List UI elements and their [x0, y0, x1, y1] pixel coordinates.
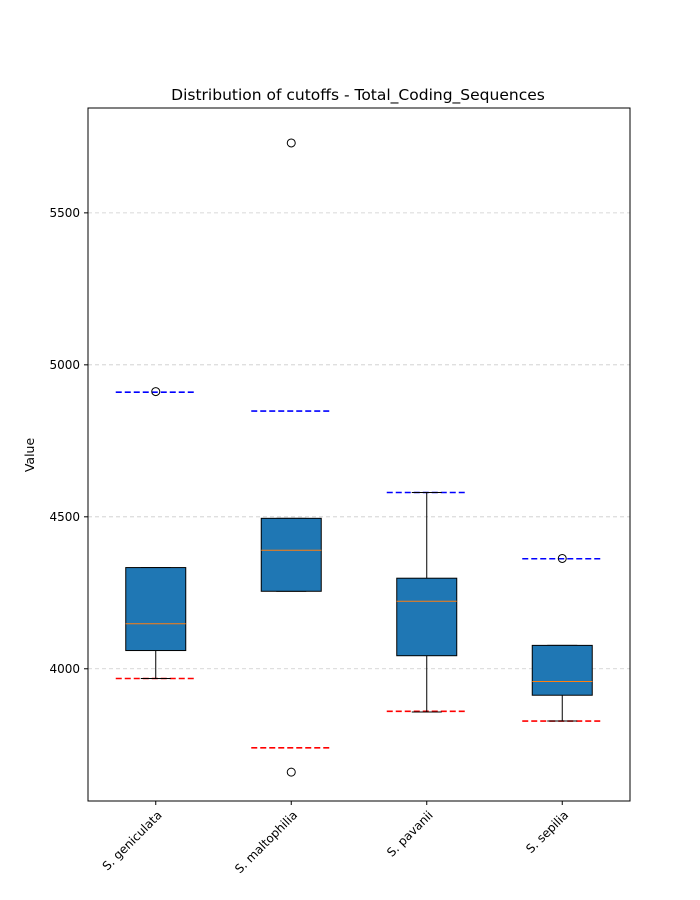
outlier-point [286, 767, 296, 777]
box-group [260, 138, 322, 777]
box-group [531, 553, 593, 722]
box-group [125, 387, 187, 680]
chart-title: Distribution of cutoffs - Total_Coding_S… [171, 86, 545, 105]
boxes [125, 138, 593, 777]
cutoff-lines [115, 391, 603, 749]
x-tick-label: S. pavanii [384, 808, 436, 860]
y-tick-label: 4500 [49, 510, 80, 524]
iqr-box [125, 567, 187, 652]
outlier-point [286, 138, 296, 148]
x-axis-ticks: S. geniculata S. maltophilia S. pavanii S. … [100, 801, 571, 876]
iqr-box [260, 517, 322, 592]
x-tick-label: S. sepilia [523, 808, 571, 856]
outlier-point [151, 387, 161, 397]
outlier-point [557, 553, 567, 563]
box-group [396, 491, 458, 713]
iqr-box [396, 577, 458, 657]
x-tick-label: S. geniculata [100, 808, 165, 873]
iqr-box [531, 644, 593, 696]
y-axis-label: Value [22, 438, 37, 473]
y-axis-ticks: 4000 4500 5000 5500 [49, 206, 88, 676]
y-tick-label: 5000 [49, 358, 80, 372]
y-tick-label: 5500 [49, 206, 80, 220]
y-tick-label: 4000 [49, 662, 80, 676]
plot-frame [87, 107, 631, 802]
x-tick-label: S. maltophilia [232, 808, 300, 876]
